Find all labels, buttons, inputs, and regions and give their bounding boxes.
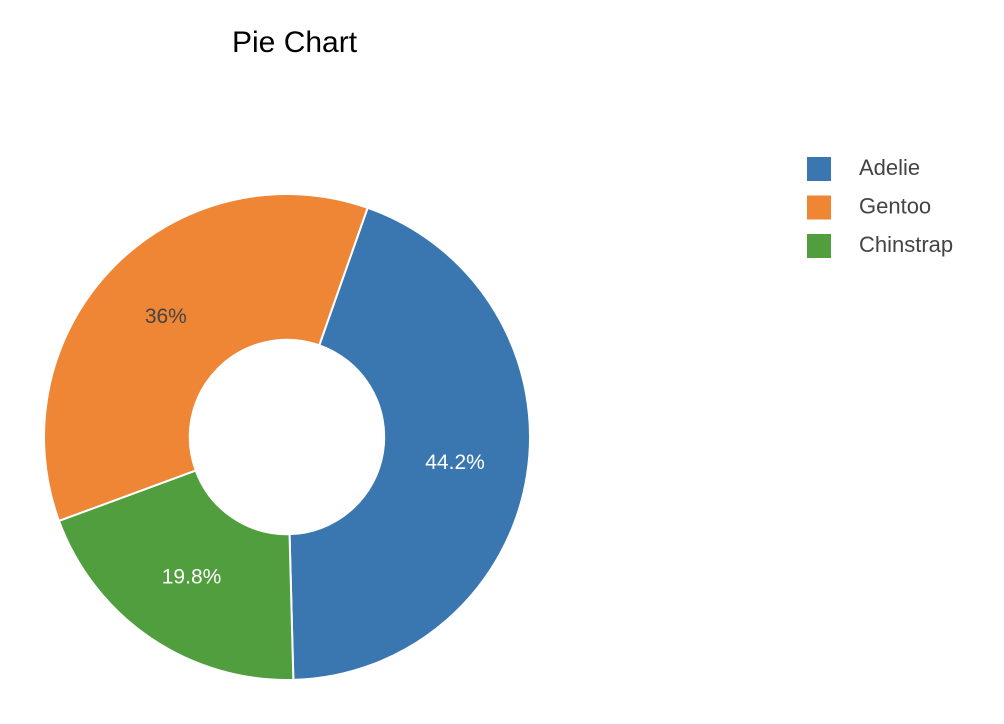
legend-entry: Chinstrap xyxy=(859,232,953,257)
slice xyxy=(288,206,531,681)
legend-swatch xyxy=(807,157,831,181)
legend-entry: Adelie xyxy=(859,155,920,180)
chart-title: Pie Chart xyxy=(232,26,358,59)
legend-entry: Gentoo xyxy=(859,193,931,218)
legend-swatch xyxy=(807,195,831,220)
slice-label: 44.2% xyxy=(425,451,485,474)
slice-label: 36% xyxy=(145,305,187,328)
slice xyxy=(43,193,369,523)
slice-label: 19.8% xyxy=(162,565,222,588)
legend-swatch xyxy=(807,234,831,258)
slice xyxy=(57,469,295,681)
